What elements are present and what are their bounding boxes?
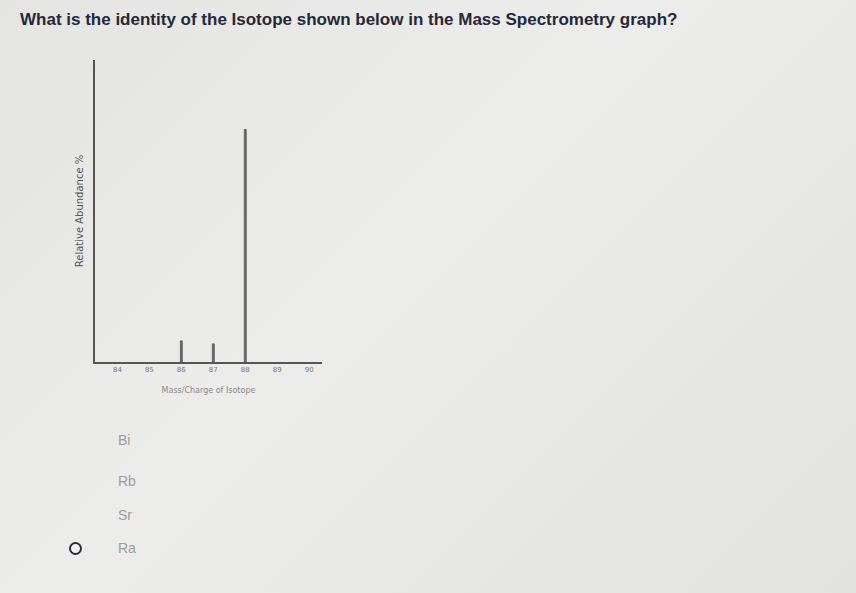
html-text:Sr: Sr [118,507,132,523]
svg-text:87: 87 [209,366,218,374]
svg-text:84: 84 [113,366,122,374]
svg-text:Mass/Charge of Isotope: Mass/Charge of Isotope [162,386,256,395]
html-text:Bi: Bi [118,432,131,448]
svg-text:Relative Abundance %: Relative Abundance % [74,155,85,268]
svg-text:90: 90 [305,366,314,374]
svg-text:89: 89 [273,366,282,374]
svg-text:85: 85 [145,366,154,374]
svg-text:86: 86 [177,366,186,374]
html-text:Ra: Ra [118,540,136,556]
svg-text:88: 88 [241,366,250,374]
html-text:Rb: Rb [118,473,136,489]
html-text:What is the identity of the Is: What is the identity of the Isotope show… [20,10,678,29]
